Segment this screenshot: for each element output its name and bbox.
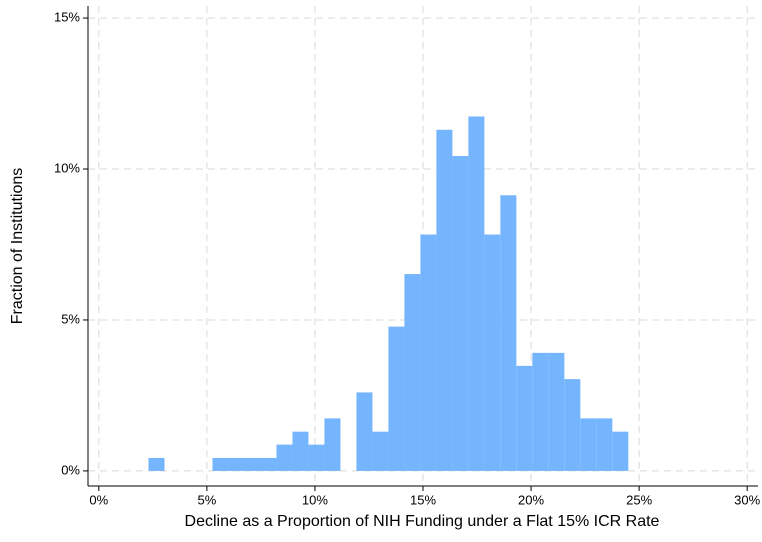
bar	[468, 116, 485, 471]
x-tick-label: 30%	[734, 492, 760, 507]
bar	[420, 234, 437, 471]
x-tick-label: 0%	[89, 492, 108, 507]
bar	[292, 431, 309, 471]
y-tick-label: 5%	[61, 311, 80, 326]
x-tick-label: 5%	[197, 492, 216, 507]
bar	[148, 457, 165, 471]
bar	[260, 457, 277, 471]
bar	[580, 418, 597, 471]
y-tick-label: 10%	[54, 160, 80, 175]
bar	[244, 457, 261, 471]
bar	[212, 457, 229, 471]
bar	[324, 418, 341, 471]
bar	[548, 352, 565, 471]
bar	[452, 156, 469, 471]
bar	[516, 365, 533, 471]
bar	[276, 444, 293, 471]
bar	[228, 457, 245, 471]
x-tick-label: 15%	[410, 492, 436, 507]
x-tick-label: 25%	[626, 492, 652, 507]
bar	[532, 352, 549, 471]
bar	[500, 195, 517, 471]
bar	[436, 129, 453, 471]
bar	[596, 418, 613, 471]
y-tick-label: 0%	[61, 462, 80, 477]
x-axis-title: Decline as a Proportion of NIH Funding u…	[185, 513, 660, 530]
bar	[484, 234, 501, 471]
bar	[564, 379, 581, 471]
x-tick-label: 10%	[302, 492, 328, 507]
bar	[612, 431, 629, 471]
y-axis-title: Fraction of Institutions	[9, 168, 26, 325]
bar	[372, 431, 389, 471]
bar	[404, 274, 421, 471]
bar	[356, 392, 373, 471]
y-tick-label: 15%	[54, 10, 80, 25]
x-tick-label: 20%	[518, 492, 544, 507]
bar	[308, 444, 325, 471]
bar	[388, 326, 405, 471]
